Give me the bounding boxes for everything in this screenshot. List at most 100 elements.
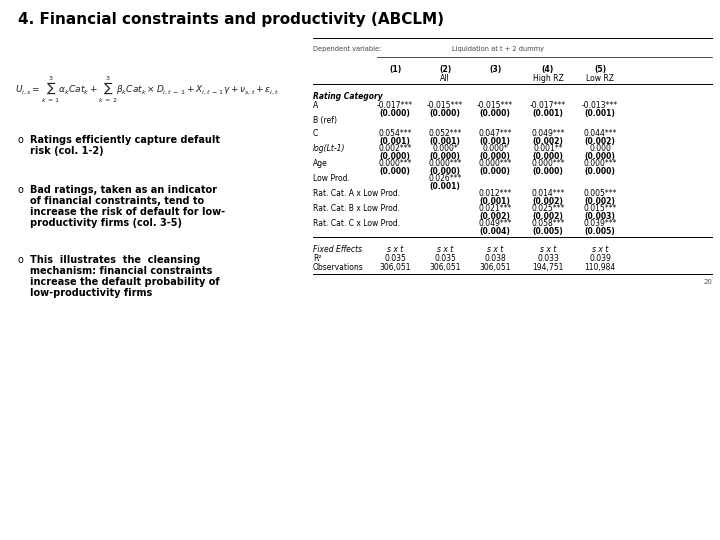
Text: 20: 20 (703, 279, 712, 285)
Text: increase the default probability of: increase the default probability of (30, 277, 220, 287)
Text: 0.000***: 0.000*** (378, 159, 412, 168)
Text: (0.000): (0.000) (533, 167, 564, 176)
Text: log(Lt-1): log(Lt-1) (313, 144, 346, 153)
Text: (0.002): (0.002) (533, 197, 564, 206)
Text: Low RZ: Low RZ (586, 74, 614, 83)
Text: low-productivity firms: low-productivity firms (30, 288, 152, 298)
Text: o: o (18, 135, 24, 145)
Text: (0.000): (0.000) (379, 109, 410, 118)
Text: (0.001): (0.001) (480, 197, 510, 206)
Text: 0.039: 0.039 (589, 254, 611, 263)
Text: C: C (313, 129, 318, 138)
Text: s x t: s x t (487, 245, 503, 254)
Text: (0.001): (0.001) (585, 109, 616, 118)
Text: 306,051: 306,051 (480, 263, 510, 272)
Text: (0.002): (0.002) (533, 137, 564, 146)
Text: 0.000***: 0.000*** (583, 159, 617, 168)
Text: (5): (5) (594, 65, 606, 74)
Text: A: A (313, 101, 318, 110)
Text: 0.000: 0.000 (589, 144, 611, 153)
Text: (0.000): (0.000) (480, 109, 510, 118)
Text: 0.058***: 0.058*** (531, 219, 564, 228)
Text: 0.000***: 0.000*** (531, 159, 564, 168)
Text: (0.000): (0.000) (430, 167, 460, 176)
Text: (0.000): (0.000) (379, 152, 410, 161)
Text: Rating Category: Rating Category (313, 92, 383, 101)
Text: All: All (440, 74, 450, 83)
Text: Rat. Cat. A x Low Prod.: Rat. Cat. A x Low Prod. (313, 189, 400, 198)
Text: (0.000): (0.000) (585, 152, 616, 161)
Text: (4): (4) (542, 65, 554, 74)
Text: -0.015***: -0.015*** (427, 101, 463, 110)
Text: -0.013***: -0.013*** (582, 101, 618, 110)
Text: Dependent variable:: Dependent variable: (313, 46, 382, 52)
Text: (0.002): (0.002) (533, 212, 564, 221)
Text: Observations: Observations (313, 263, 364, 272)
Text: (0.005): (0.005) (533, 227, 563, 236)
Text: (0.000): (0.000) (430, 152, 460, 161)
Text: (0.000): (0.000) (379, 167, 410, 176)
Text: (2): (2) (439, 65, 451, 74)
Text: Bad ratings, taken as an indicator: Bad ratings, taken as an indicator (30, 185, 217, 195)
Text: (3): (3) (489, 65, 501, 74)
Text: Age: Age (313, 159, 328, 168)
Text: (0.001): (0.001) (533, 109, 564, 118)
Text: 0.038: 0.038 (484, 254, 506, 263)
Text: o: o (18, 255, 24, 265)
Text: 0.026***: 0.026*** (428, 174, 462, 183)
Text: 0.015***: 0.015*** (583, 204, 617, 213)
Text: (0.002): (0.002) (585, 197, 616, 206)
Text: 0.033: 0.033 (537, 254, 559, 263)
Text: 0.001**: 0.001** (534, 144, 563, 153)
Text: s x t: s x t (437, 245, 453, 254)
Text: Rat. Cat. C x Low Prod.: Rat. Cat. C x Low Prod. (313, 219, 400, 228)
Text: 0.000***: 0.000*** (478, 159, 512, 168)
Text: 0.049***: 0.049*** (478, 219, 512, 228)
Text: 0.035: 0.035 (384, 254, 406, 263)
Text: (0.000): (0.000) (585, 167, 616, 176)
Text: (1): (1) (389, 65, 401, 74)
Text: 0.002***: 0.002*** (378, 144, 412, 153)
Text: Liquidation at t + 2 dummy: Liquidation at t + 2 dummy (451, 46, 544, 52)
Text: (0.001): (0.001) (379, 137, 410, 146)
Text: (0.001): (0.001) (430, 137, 460, 146)
Text: s x t: s x t (592, 245, 608, 254)
Text: Fixed Effects: Fixed Effects (313, 245, 362, 254)
Text: (0.001): (0.001) (430, 182, 460, 191)
Text: (0.003): (0.003) (585, 212, 616, 221)
Text: 0.000***: 0.000*** (428, 159, 462, 168)
Text: -0.017***: -0.017*** (530, 101, 566, 110)
Text: 0.014***: 0.014*** (531, 189, 564, 198)
Text: (0.000): (0.000) (430, 109, 460, 118)
Text: This  illustrates  the  cleansing: This illustrates the cleansing (30, 255, 200, 265)
Text: (0.005): (0.005) (585, 227, 616, 236)
Text: 0.025***: 0.025*** (531, 204, 564, 213)
Text: Low Prod.: Low Prod. (313, 174, 350, 183)
Text: 194,751: 194,751 (532, 263, 564, 272)
Text: increase the risk of default for low-: increase the risk of default for low- (30, 207, 225, 217)
Text: of financial constraints, tend to: of financial constraints, tend to (30, 196, 204, 206)
Text: 0.000*: 0.000* (432, 144, 458, 153)
Text: (0.004): (0.004) (480, 227, 510, 236)
Text: (0.001): (0.001) (480, 137, 510, 146)
Text: s x t: s x t (540, 245, 556, 254)
Text: 110,984: 110,984 (585, 263, 616, 272)
Text: s x t: s x t (387, 245, 403, 254)
Text: (0.002): (0.002) (480, 212, 510, 221)
Text: High RZ: High RZ (533, 74, 563, 83)
Text: (0.002): (0.002) (585, 137, 616, 146)
Text: (0.000): (0.000) (480, 152, 510, 161)
Text: risk (col. 1-2): risk (col. 1-2) (30, 146, 104, 156)
Text: 306,051: 306,051 (429, 263, 461, 272)
Text: o: o (18, 185, 24, 195)
Text: 0.000*: 0.000* (482, 144, 508, 153)
Text: Rat. Cat. B x Low Prod.: Rat. Cat. B x Low Prod. (313, 204, 400, 213)
Text: productivity firms (col. 3-5): productivity firms (col. 3-5) (30, 218, 182, 228)
Text: 0.021***: 0.021*** (478, 204, 512, 213)
Text: 0.054***: 0.054*** (378, 129, 412, 138)
Text: B (ref): B (ref) (313, 116, 337, 125)
Text: Ratings efficiently capture default: Ratings efficiently capture default (30, 135, 220, 145)
Text: (0.000): (0.000) (533, 152, 564, 161)
Text: 0.035: 0.035 (434, 254, 456, 263)
Text: R²: R² (313, 254, 322, 263)
